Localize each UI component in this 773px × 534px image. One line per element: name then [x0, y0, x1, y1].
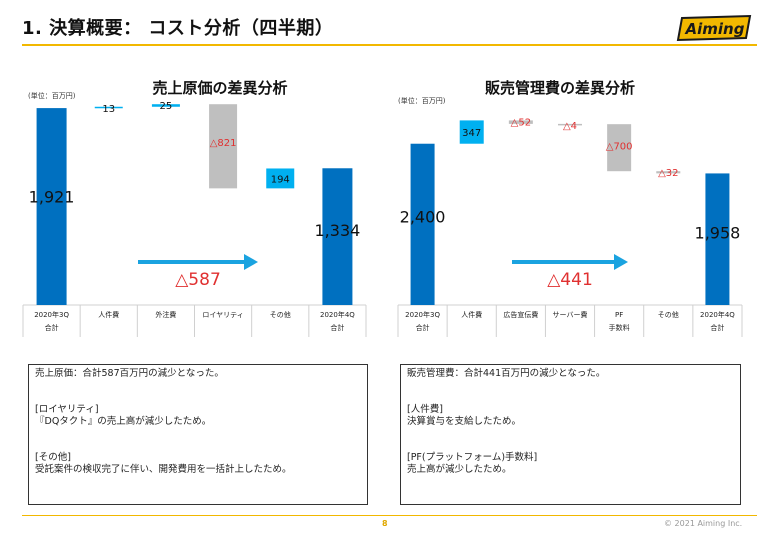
cost-of-sales-chart-title: 売上原価の差異分析	[152, 79, 288, 97]
category-label: 2020年3Q	[34, 310, 69, 319]
bar	[36, 108, 67, 305]
change-arrow-head	[244, 254, 258, 270]
category-label: 手数料	[609, 323, 630, 332]
category-label: 人件費	[461, 310, 482, 319]
category-label: 人件費	[98, 310, 119, 319]
bar	[607, 124, 632, 172]
note-heading: [人件費]	[407, 404, 443, 415]
data-label: △700	[606, 141, 633, 152]
page-title: 1. 決算概要： コスト分析（四半期）	[22, 18, 334, 39]
note-summary: 販売管理費：合計441百万円の減少となった。	[407, 368, 606, 379]
category-label: 合計	[330, 323, 344, 332]
data-label: △821	[210, 138, 237, 149]
data-label: △52	[511, 117, 531, 128]
bar	[459, 120, 484, 144]
unit-label-left: (単位：百万円)	[28, 92, 76, 100]
total-change-label: △587	[175, 270, 221, 290]
data-label: 194	[271, 174, 290, 185]
note-summary: 売上原価：合計587百万円の減少となった。	[35, 368, 224, 379]
category-label: その他	[270, 310, 291, 319]
category-label: 2020年4Q	[320, 310, 355, 319]
unit-label-right: (単位：百万円)	[398, 97, 446, 105]
note-text: 売上高が減少したため。	[407, 464, 512, 475]
cost-of-sales-notes-box: 売上原価：合計587百万円の減少となった。 [ロイヤリティ] 『DQタクト』の売…	[28, 364, 368, 505]
note-text: 『DQタクト』の売上高が減少したため。	[35, 416, 212, 427]
sga-notes-box: 販売管理費：合計441百万円の減少となった。 [人件費] 決算賞与を支給したため…	[400, 364, 741, 505]
note-text: 決算賞与を支給したため。	[407, 416, 522, 427]
category-label: 2020年4Q	[700, 310, 735, 319]
category-label: サーバー費	[553, 310, 588, 319]
bar	[508, 120, 533, 124]
category-label: 合計	[710, 323, 724, 332]
category-label: ロイヤリティ	[202, 311, 243, 319]
title-divider	[22, 44, 757, 46]
category-label: 合計	[416, 323, 430, 332]
bar	[266, 168, 295, 189]
data-label: 347	[462, 128, 481, 139]
category-label: 合計	[45, 323, 59, 332]
bar	[656, 171, 681, 174]
data-label: 1,958	[695, 224, 741, 243]
data-label: △4	[563, 121, 577, 132]
data-label: 13	[102, 104, 115, 115]
note-heading: [PF(プラットフォーム)手数料]	[407, 452, 538, 463]
data-label: △32	[658, 168, 678, 179]
aiming-logo: Aiming	[676, 14, 752, 42]
bar	[209, 104, 238, 189]
bar	[705, 173, 730, 305]
bar	[410, 143, 435, 305]
sga-waterfall-chart: 2,400 2020年3Q 合計 347 人件費 △52 広告宣伝費 △4 サーバー費 △700 P…	[397, 117, 743, 337]
sga-chart-title: 販売管理費の差異分析	[484, 79, 635, 97]
bar	[322, 168, 353, 305]
bar	[94, 106, 123, 109]
data-label: 1,334	[315, 221, 361, 240]
footer-divider	[22, 515, 757, 516]
change-arrow-head	[614, 254, 628, 270]
category-label: 2020年3Q	[405, 310, 440, 319]
category-label: その他	[658, 310, 679, 319]
note-text: 受託案件の検収完了に伴い、開発費用を一括計上したため。	[35, 464, 292, 475]
note-heading: [ロイヤリティ]	[35, 404, 99, 415]
data-label: 1,921	[29, 188, 75, 207]
data-label: 2,400	[400, 207, 446, 226]
category-label: 広告宣伝費	[503, 310, 538, 319]
note-heading: [その他]	[35, 452, 71, 463]
cost-of-sales-waterfall-chart: 1,921 2020年3Q 合計 13 人件費 25 外注費 △821 ロイヤリティ 194 その他…	[22, 101, 367, 337]
total-change-label: △441	[547, 270, 593, 290]
category-label: 外注費	[155, 310, 176, 319]
svg-text:Aiming: Aiming	[685, 20, 745, 38]
category-label: PF	[615, 311, 623, 319]
copyright: © 2021 Aiming Inc.	[664, 519, 743, 528]
data-label: 25	[160, 101, 173, 112]
page-number: 8	[382, 519, 388, 528]
bar	[151, 104, 180, 107]
bar	[558, 123, 582, 126]
